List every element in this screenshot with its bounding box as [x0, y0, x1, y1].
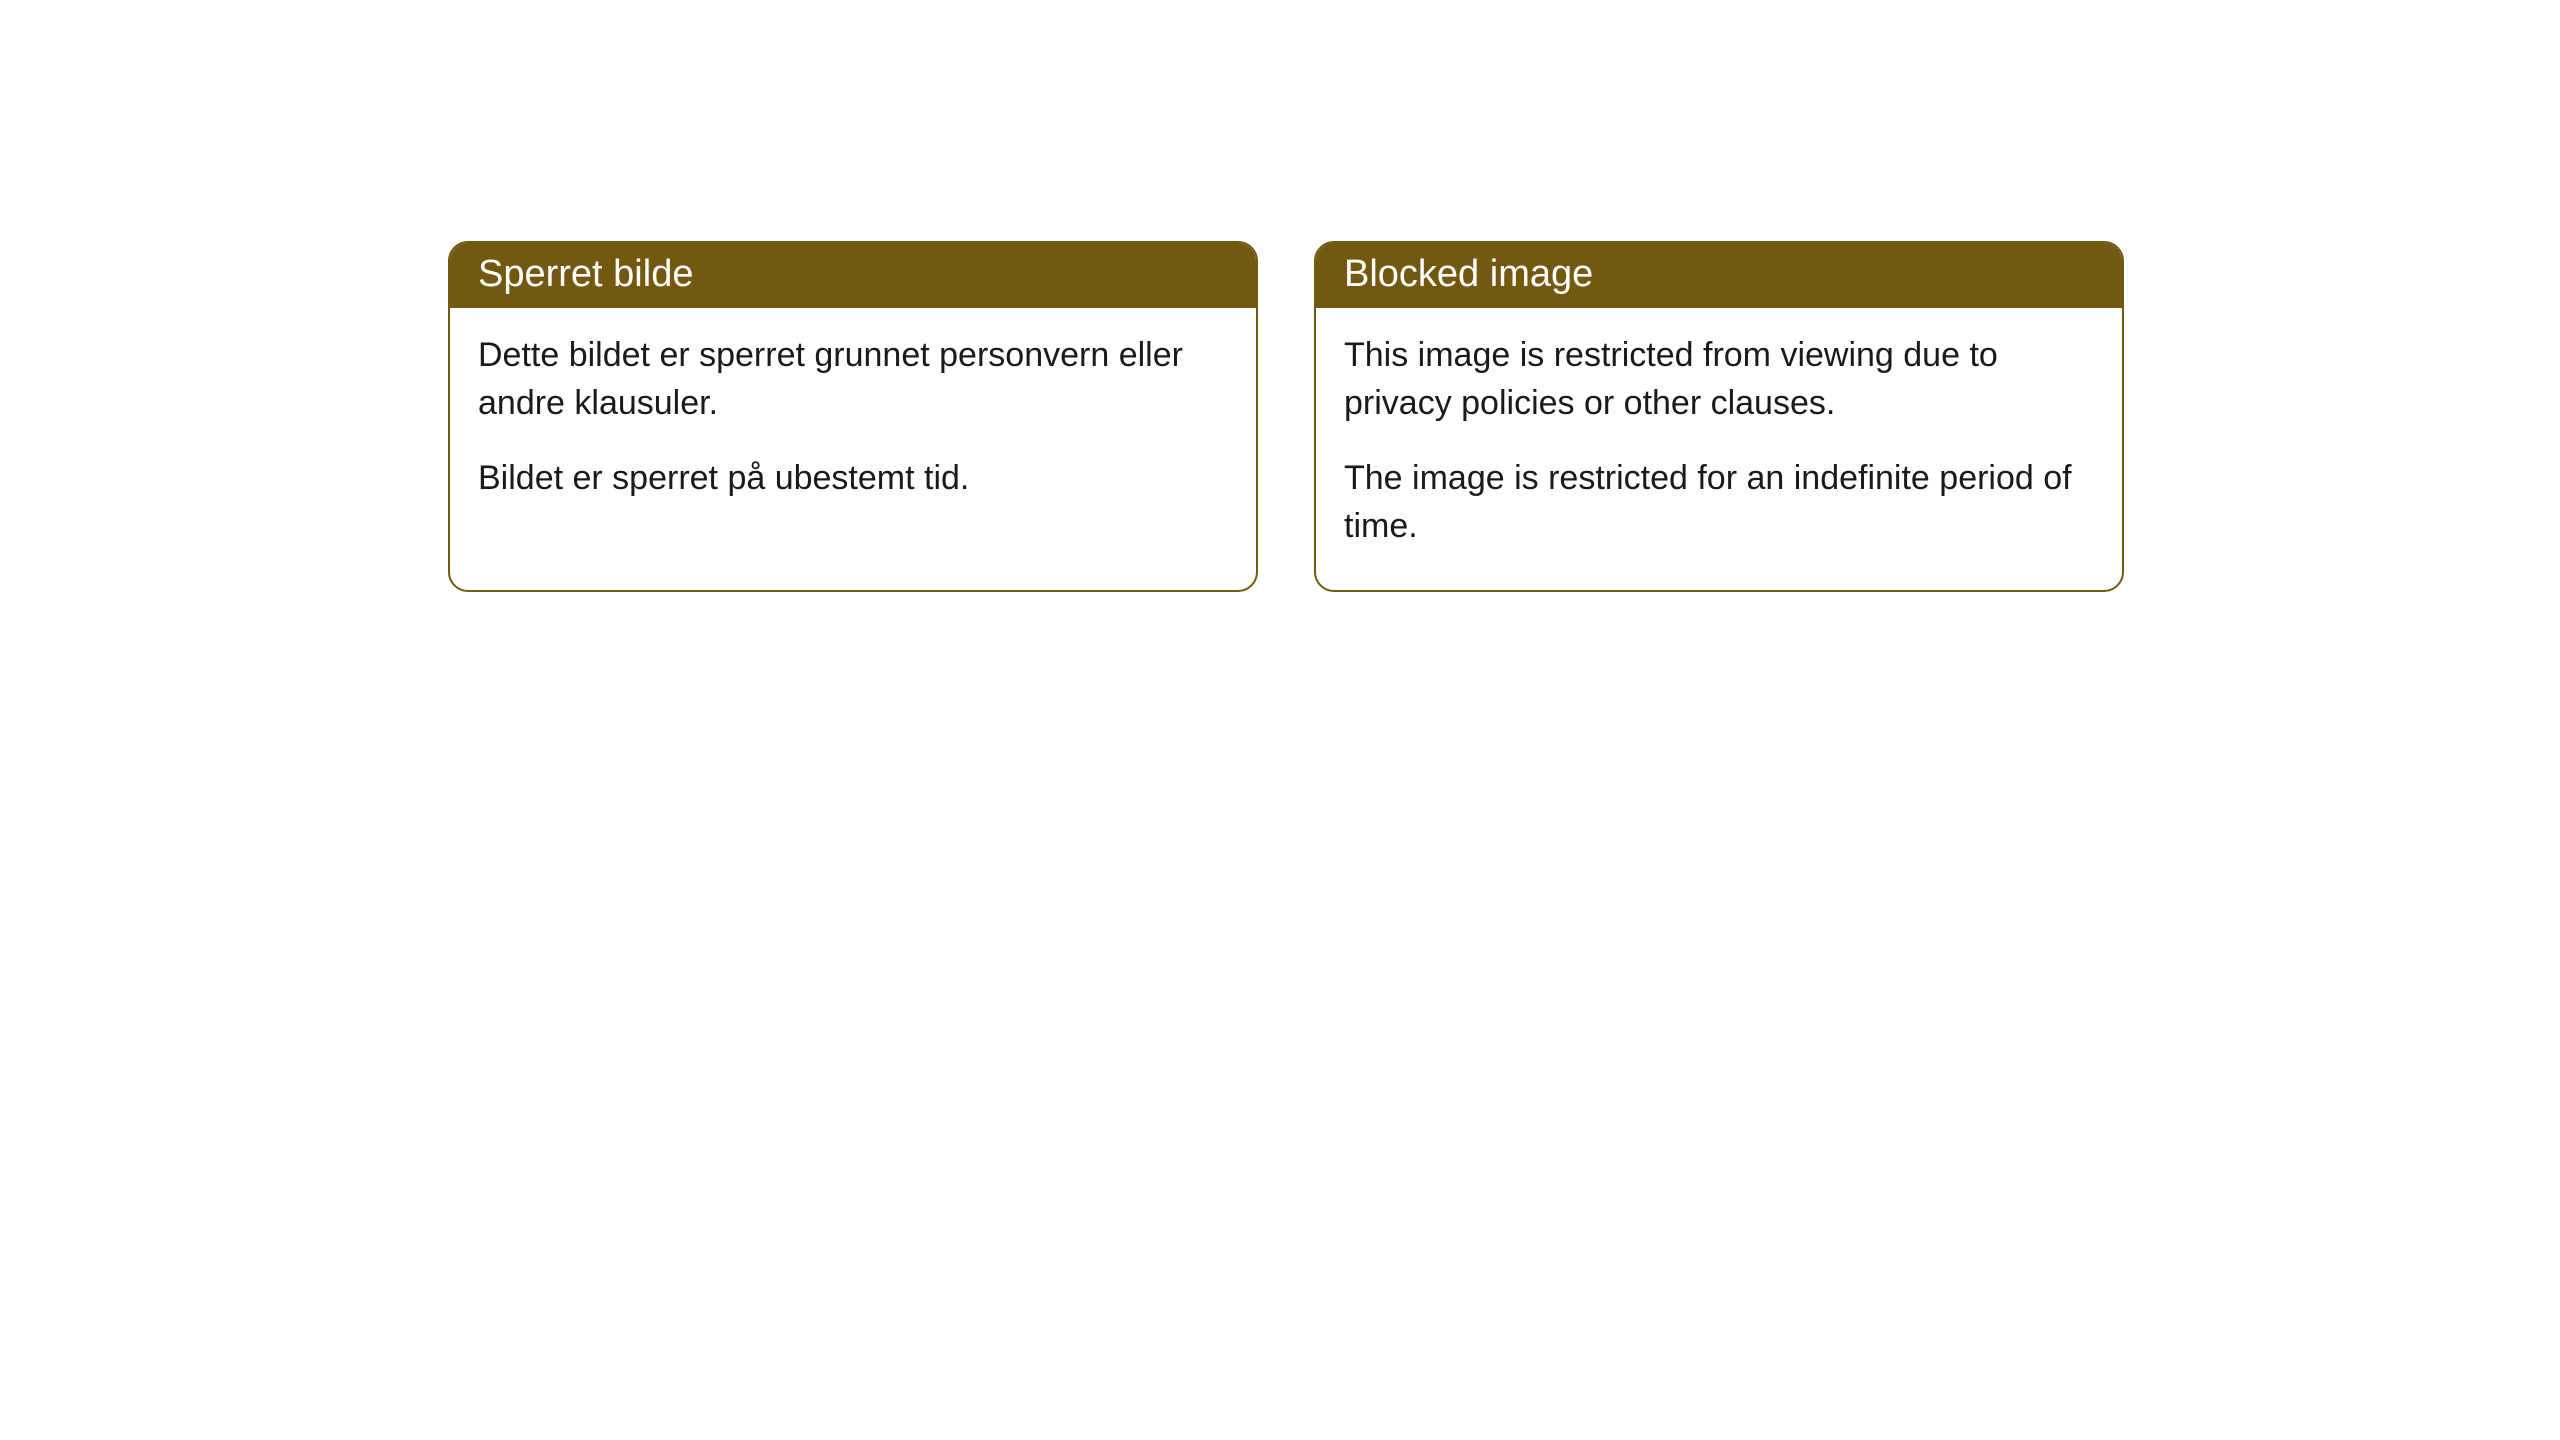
notice-card-english: Blocked image This image is restricted f… [1314, 241, 2124, 592]
notice-card-body: This image is restricted from viewing du… [1316, 308, 2122, 590]
notice-paragraph: This image is restricted from viewing du… [1344, 332, 2094, 427]
notice-card-title: Sperret bilde [450, 243, 1256, 308]
notice-card-body: Dette bildet er sperret grunnet personve… [450, 308, 1256, 543]
notice-paragraph: Dette bildet er sperret grunnet personve… [478, 332, 1228, 427]
notice-card-title: Blocked image [1316, 243, 2122, 308]
notice-paragraph: Bildet er sperret på ubestemt tid. [478, 455, 1228, 503]
notice-paragraph: The image is restricted for an indefinit… [1344, 455, 2094, 550]
notice-card-norwegian: Sperret bilde Dette bildet er sperret gr… [448, 241, 1258, 592]
notice-card-container: Sperret bilde Dette bildet er sperret gr… [448, 241, 2124, 592]
